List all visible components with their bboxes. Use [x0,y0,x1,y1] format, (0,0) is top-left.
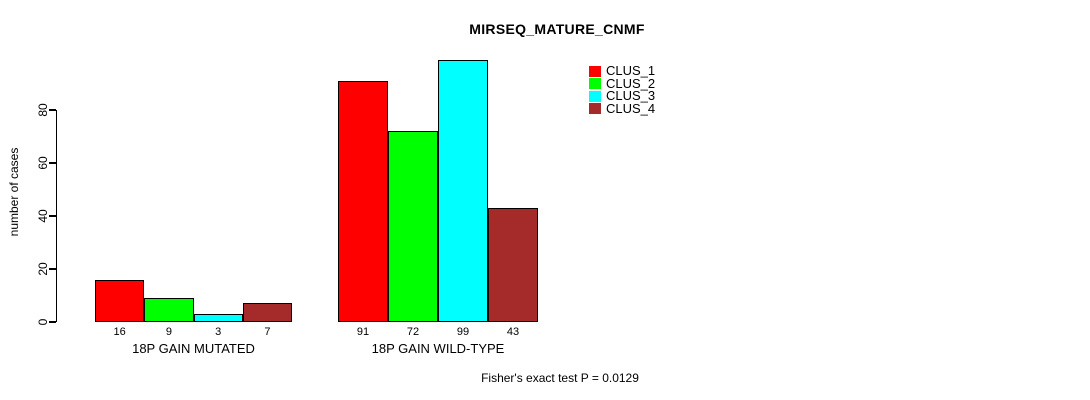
bar-value-label: 9 [165,326,172,338]
legend-item-label: CLUS_3 [606,88,656,104]
legend-item-clus_1: CLUS_1 [589,63,656,79]
bar-clus_2-1 [144,298,194,322]
legend-item-clus_3: CLUS_3 [589,88,656,104]
y-tick-label: 60 [36,156,50,170]
y-tick-label: 20 [36,262,50,276]
y-tick [49,109,56,111]
bar-value-label: 99 [456,326,470,338]
legend-item-label: CLUS_1 [606,63,656,79]
y-tick [49,215,56,217]
legend: CLUS_1 CLUS_2 CLUS_3 CLUS_4 [589,63,656,116]
chart-title: MIRSEQ_MATURE_CNMF [469,21,645,37]
bar-clus_1-1 [95,279,145,322]
y-tick [49,321,56,323]
y-axis-line [55,110,57,322]
y-tick-label: 40 [36,209,50,223]
bar-clus_3-2 [438,59,488,322]
y-tick-label: 0 [36,318,50,326]
bar-clus_4-1 [242,303,292,322]
legend-item-clus_4: CLUS_4 [589,100,656,116]
bar-value-label: 91 [356,326,370,338]
legend-item-clus_2: CLUS_2 [589,75,656,91]
legend-swatch-icon [589,90,601,102]
bar-clus_3-1 [193,314,243,322]
y-tick [49,162,56,164]
bar-clus_1-2 [338,80,388,322]
category-label: 18P GAIN MUTATED [132,341,255,356]
legend-swatch-icon [589,78,601,90]
y-tick-label: 80 [36,103,50,117]
bar-value-label: 7 [264,326,271,338]
y-axis-title: number of cases [7,147,21,237]
legend-swatch-icon [589,65,601,77]
fisher-test-annotation: Fisher's exact test P = 0.0129 [481,371,639,385]
bar-clus_4-2 [488,208,538,322]
bar-value-label: 72 [406,326,420,338]
legend-item-label: CLUS_4 [606,100,656,116]
legend-item-label: CLUS_2 [606,75,656,91]
y-tick [49,268,56,270]
category-label: 18P GAIN WILD-TYPE [371,341,505,356]
bar-value-label: 3 [215,326,222,338]
bar-clus_2-2 [388,131,438,322]
legend-swatch-icon [589,103,601,115]
bar-value-label: 16 [113,326,126,338]
bar-value-label: 43 [506,326,520,338]
